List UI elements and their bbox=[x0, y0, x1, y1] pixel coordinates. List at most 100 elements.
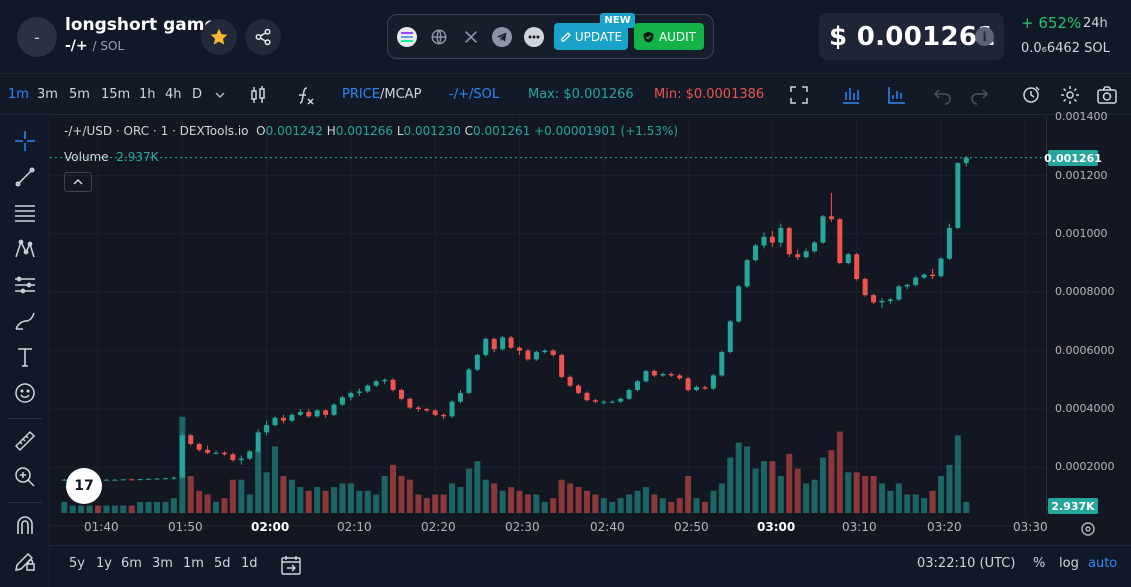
magnet-tool[interactable] bbox=[12, 512, 38, 538]
x-tick: 02:10 bbox=[337, 520, 372, 534]
candle-body bbox=[255, 432, 261, 452]
x-tick: 03:30 bbox=[1013, 520, 1048, 534]
x-icon[interactable] bbox=[461, 27, 481, 47]
emoji-tool[interactable] bbox=[12, 380, 38, 406]
more-icon[interactable] bbox=[524, 27, 544, 47]
candle-body bbox=[457, 392, 463, 402]
volume-bar bbox=[642, 487, 649, 513]
native-price: 0.0₆6462 SOL bbox=[1021, 41, 1110, 56]
chevron-down-icon[interactable] bbox=[209, 84, 231, 106]
solana-icon[interactable] bbox=[397, 27, 417, 47]
collapse-legend-button[interactable] bbox=[64, 172, 92, 192]
range-5y[interactable]: 5y bbox=[69, 556, 85, 571]
settings-icon[interactable] bbox=[1059, 84, 1081, 106]
indicators-icon[interactable] bbox=[294, 84, 316, 106]
volume-chart-icon[interactable] bbox=[840, 84, 862, 106]
candle-body bbox=[120, 479, 126, 481]
current-price: $ 0.001261 bbox=[829, 21, 996, 52]
candles-icon[interactable] bbox=[247, 84, 269, 106]
percent-toggle[interactable]: % bbox=[1033, 556, 1046, 571]
globe-icon[interactable] bbox=[429, 27, 449, 47]
range-1d[interactable]: 1d bbox=[241, 556, 258, 571]
volume-bar bbox=[347, 483, 354, 513]
price-toggle[interactable]: PRICE bbox=[342, 87, 380, 102]
x-tick: 02:20 bbox=[421, 520, 456, 534]
camera-icon[interactable] bbox=[1096, 84, 1118, 106]
text-tool[interactable] bbox=[12, 344, 38, 370]
timeframe-3m[interactable]: 3m bbox=[37, 87, 58, 102]
token-avatar: - bbox=[17, 17, 57, 57]
range-6m[interactable]: 6m bbox=[121, 556, 142, 571]
alert-icon[interactable] bbox=[1021, 84, 1043, 106]
volume-bar bbox=[322, 490, 329, 513]
volume-bar bbox=[811, 479, 818, 513]
timeframe-15m[interactable]: 15m bbox=[101, 87, 131, 102]
axis-settings-icon[interactable] bbox=[1078, 519, 1098, 539]
lock-drawing-tool[interactable] bbox=[12, 548, 38, 574]
mcap-toggle[interactable]: /MCAP bbox=[380, 87, 422, 102]
pair-toggle[interactable]: -/+/SOL bbox=[449, 87, 500, 102]
price-axis[interactable] bbox=[1046, 116, 1131, 516]
max-price: Max: $0.001266 bbox=[528, 87, 634, 102]
audit-button[interactable]: AUDIT bbox=[634, 23, 704, 50]
prediction-tool[interactable] bbox=[12, 272, 38, 298]
tool-divider bbox=[8, 418, 42, 419]
telegram-icon[interactable] bbox=[492, 27, 512, 47]
range-1y[interactable]: 1y bbox=[96, 556, 112, 571]
utc-clock[interactable]: 03:22:10 (UTC) bbox=[917, 556, 1016, 571]
pattern-tool[interactable] bbox=[12, 236, 38, 262]
log-toggle[interactable]: log bbox=[1059, 556, 1079, 571]
volume-bar bbox=[803, 483, 810, 513]
volume-bar bbox=[786, 453, 793, 513]
trendline-tool[interactable] bbox=[12, 164, 38, 190]
volume-legend: Volume 2.937K bbox=[64, 150, 159, 164]
edit-icon bbox=[561, 31, 571, 42]
chart-compare-icon[interactable] bbox=[886, 84, 908, 106]
candle-body bbox=[483, 338, 489, 355]
timeframe-4h[interactable]: 4h bbox=[165, 87, 182, 102]
candle-body bbox=[592, 400, 598, 402]
volume-bar bbox=[86, 505, 93, 513]
range-5d[interactable]: 5d bbox=[214, 556, 231, 571]
brush-tool[interactable] bbox=[12, 308, 38, 334]
range-3m[interactable]: 3m bbox=[152, 556, 173, 571]
tradingview-logo[interactable]: 17 bbox=[66, 468, 102, 504]
volume-bar bbox=[853, 472, 860, 513]
volume-bar bbox=[499, 490, 506, 513]
candle-body bbox=[727, 321, 733, 353]
price-box: $ 0.001261 i bbox=[819, 13, 1004, 60]
candle-body bbox=[297, 411, 303, 415]
undo-icon[interactable] bbox=[931, 84, 953, 106]
candle-body bbox=[146, 478, 152, 480]
x-tick: 02:40 bbox=[590, 520, 625, 534]
auto-toggle[interactable]: auto bbox=[1088, 556, 1118, 571]
zoom-tool[interactable] bbox=[12, 464, 38, 490]
open-value: 0.001242 bbox=[265, 124, 323, 138]
update-button[interactable]: UPDATE bbox=[554, 23, 628, 50]
fullscreen-icon[interactable] bbox=[788, 84, 810, 106]
timeframe-1m[interactable]: 1m bbox=[8, 87, 29, 102]
crosshair-icon bbox=[15, 131, 35, 151]
candlestick-chart[interactable] bbox=[50, 116, 1131, 553]
date-range-icon[interactable] bbox=[280, 554, 302, 576]
measure-tool[interactable] bbox=[12, 428, 38, 454]
volume-bar bbox=[331, 487, 338, 513]
timeframe-5m[interactable]: 5m bbox=[69, 87, 90, 102]
info-icon[interactable]: i bbox=[975, 27, 994, 46]
timeframe-d[interactable]: D bbox=[192, 87, 203, 102]
crosshair-tool[interactable] bbox=[12, 128, 38, 154]
volume-bar bbox=[432, 494, 439, 513]
chart-pane[interactable]: -/+/USD · ORC · 1 · DEXTools.io O0.00124… bbox=[50, 110, 1131, 553]
timeframe-1h[interactable]: 1h bbox=[139, 87, 156, 102]
favorite-button[interactable] bbox=[201, 19, 237, 55]
range-1m[interactable]: 1m bbox=[183, 556, 204, 571]
candle-body bbox=[854, 254, 860, 280]
token-pair: -/+ / SOL bbox=[65, 38, 124, 54]
close-value: 0.001261 bbox=[473, 124, 531, 138]
volume-bar bbox=[272, 446, 279, 513]
volume-bar bbox=[777, 476, 784, 513]
share-button[interactable] bbox=[245, 19, 281, 55]
fib-tool[interactable] bbox=[12, 200, 38, 226]
redo-icon[interactable] bbox=[969, 84, 991, 106]
